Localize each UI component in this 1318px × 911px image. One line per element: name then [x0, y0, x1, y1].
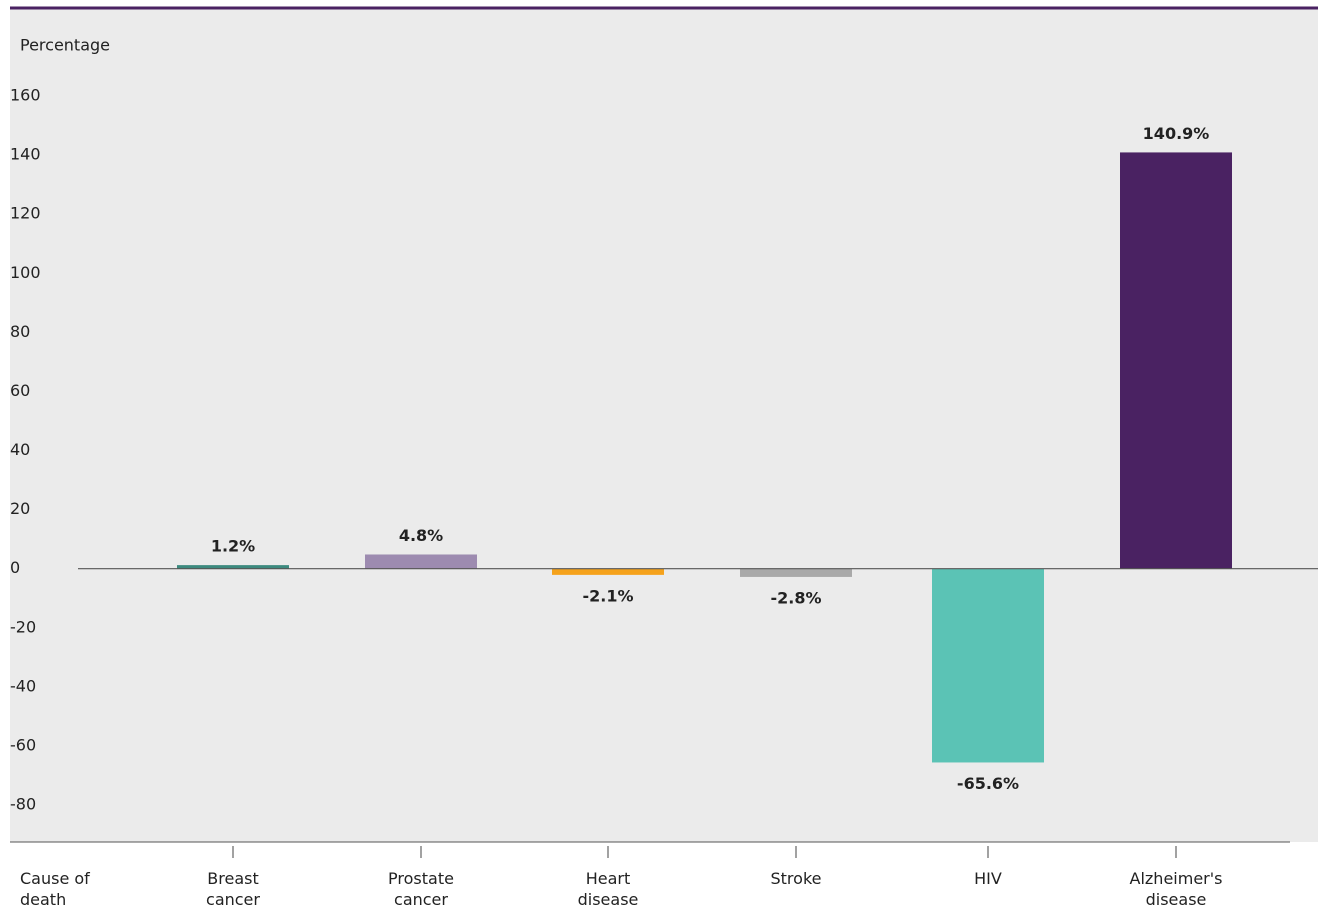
- x-tick-label: Alzheimer's disease: [1129, 869, 1223, 909]
- x-tick-label: Breast cancer: [206, 869, 260, 909]
- value-label: -65.6%: [957, 774, 1019, 793]
- value-label: 1.2%: [211, 537, 255, 556]
- x-tick-label: HIV: [974, 869, 1002, 888]
- value-label: -2.1%: [582, 586, 633, 605]
- y-tick-label: 160: [10, 86, 41, 105]
- x-tick-label: Heart disease: [577, 869, 639, 909]
- bar: [1120, 152, 1232, 569]
- y-tick-label: -40: [10, 676, 36, 695]
- y-tick-label: -60: [10, 735, 36, 754]
- value-label: 4.8%: [399, 526, 443, 545]
- x-tick-label: Stroke: [770, 869, 822, 888]
- bar: [932, 568, 1044, 763]
- bar: [365, 554, 477, 569]
- x-tick-label: Prostate cancer: [388, 869, 454, 909]
- x-axis-title: Cause of death: [20, 869, 90, 909]
- y-tick-label: 100: [10, 263, 41, 282]
- y-tick-label: 0: [10, 558, 20, 577]
- bar: [177, 565, 289, 569]
- value-label: -2.8%: [770, 588, 821, 607]
- y-tick-label: -80: [10, 795, 36, 814]
- y-tick-label: 20: [10, 499, 30, 518]
- y-tick-label: 60: [10, 381, 30, 400]
- y-axis-title: Percentage: [20, 36, 110, 55]
- y-tick-label: 140: [10, 145, 41, 164]
- y-tick-label: 120: [10, 204, 41, 223]
- bar: [740, 568, 852, 577]
- y-tick-label: 80: [10, 322, 30, 341]
- y-tick-label: -20: [10, 617, 36, 636]
- y-tick-label: 40: [10, 440, 30, 459]
- bar: [552, 568, 664, 575]
- plot-background: [10, 8, 1318, 842]
- value-label: 140.9%: [1143, 124, 1210, 143]
